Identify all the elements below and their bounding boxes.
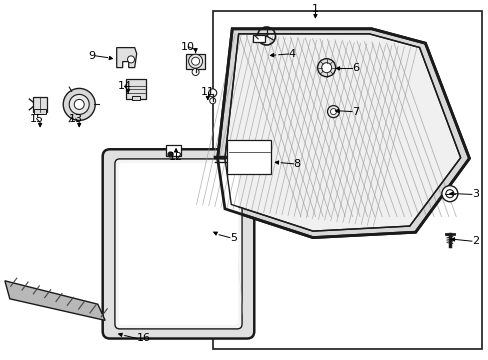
- Circle shape: [192, 68, 199, 76]
- Polygon shape: [5, 281, 105, 320]
- Circle shape: [327, 105, 339, 118]
- Text: 13: 13: [69, 114, 82, 124]
- Text: 4: 4: [288, 49, 295, 59]
- Text: 11: 11: [201, 87, 214, 97]
- Text: 5: 5: [229, 233, 236, 243]
- FancyBboxPatch shape: [102, 149, 254, 338]
- Circle shape: [209, 98, 215, 104]
- Circle shape: [441, 186, 457, 202]
- Text: 15: 15: [30, 114, 43, 124]
- Bar: [212, 11, 481, 349]
- Text: 9: 9: [88, 51, 95, 61]
- Bar: [253, 35, 265, 42]
- Text: 10: 10: [181, 42, 195, 52]
- Text: 2: 2: [471, 236, 478, 246]
- Circle shape: [317, 59, 335, 77]
- Circle shape: [191, 57, 199, 65]
- FancyBboxPatch shape: [115, 159, 242, 329]
- Bar: [165, 145, 181, 156]
- Circle shape: [445, 190, 453, 198]
- Text: 1: 1: [311, 4, 318, 14]
- FancyBboxPatch shape: [119, 163, 238, 325]
- Text: 16: 16: [137, 333, 151, 343]
- Text: 3: 3: [471, 189, 478, 199]
- Bar: [227, 140, 271, 174]
- Circle shape: [188, 54, 202, 68]
- Polygon shape: [117, 48, 137, 68]
- Polygon shape: [217, 29, 468, 238]
- Bar: [126, 79, 145, 99]
- Text: 7: 7: [351, 107, 359, 117]
- Text: 6: 6: [351, 63, 358, 73]
- Text: 8: 8: [293, 159, 300, 169]
- Bar: [33, 97, 47, 112]
- Polygon shape: [224, 34, 460, 231]
- Bar: [131, 96, 140, 100]
- Circle shape: [74, 99, 84, 109]
- Circle shape: [330, 109, 336, 114]
- Circle shape: [127, 56, 134, 63]
- Bar: [34, 109, 46, 114]
- Circle shape: [63, 89, 95, 120]
- Text: 12: 12: [169, 152, 183, 162]
- Circle shape: [69, 94, 89, 114]
- Text: 14: 14: [118, 81, 131, 91]
- Circle shape: [208, 89, 216, 97]
- Circle shape: [321, 63, 331, 73]
- Bar: [185, 54, 205, 69]
